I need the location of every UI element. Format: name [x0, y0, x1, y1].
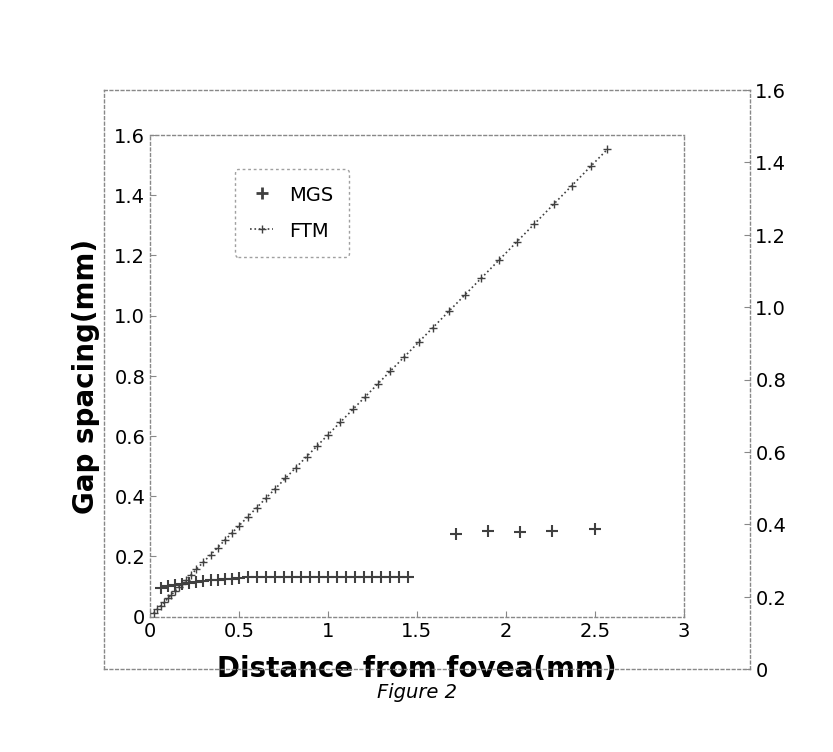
Legend: MGS, FTM: MGS, FTM [204, 129, 318, 217]
MGS [181, 620, 191, 629]
FTM [207, 556, 217, 565]
FTM [360, 400, 370, 409]
FTM [129, 634, 139, 643]
FTM [587, 168, 597, 177]
MGS [190, 620, 200, 629]
FTM [239, 523, 249, 532]
Line: MGS: MGS [112, 616, 421, 641]
MGS [347, 617, 357, 626]
FTM [424, 335, 434, 344]
FTM [564, 193, 574, 202]
FTM [155, 608, 165, 617]
FTM [288, 472, 298, 481]
FTM [276, 486, 286, 495]
MGS [163, 622, 173, 631]
FTM [137, 626, 148, 635]
FTM [633, 123, 643, 132]
FTM [148, 614, 158, 623]
Text: Figure 2: Figure 2 [377, 682, 456, 702]
FTM [375, 385, 385, 394]
MGS [172, 621, 182, 630]
MGS [272, 617, 282, 626]
MGS [314, 617, 324, 626]
MGS [129, 626, 139, 635]
MGS [357, 617, 367, 626]
MGS [401, 617, 411, 626]
FTM [302, 459, 312, 468]
FTM [125, 638, 135, 647]
MGS [282, 617, 292, 626]
MGS [239, 617, 249, 626]
MGS [217, 617, 227, 626]
FTM [217, 544, 227, 553]
FTM [172, 590, 182, 599]
FTM [542, 214, 552, 223]
FTM [133, 629, 143, 638]
FTM [121, 643, 131, 652]
FTM [107, 656, 117, 665]
FTM [652, 103, 662, 112]
FTM [103, 660, 113, 669]
FTM [314, 446, 324, 455]
FTM [480, 278, 490, 287]
FTM [609, 147, 619, 156]
FTM [198, 564, 208, 573]
FTM [117, 647, 127, 656]
FTM [345, 416, 355, 425]
FTM [521, 236, 531, 245]
X-axis label: Distance from fovea(mm): Distance from fovea(mm) [227, 654, 626, 682]
Line: FTM: FTM [104, 103, 661, 669]
MGS [336, 617, 346, 626]
MGS [379, 617, 389, 626]
MGS [207, 618, 217, 627]
MGS [137, 626, 148, 635]
FTM [250, 512, 260, 521]
FTM [500, 258, 510, 267]
MGS [250, 617, 260, 626]
MGS [303, 617, 313, 626]
FTM [461, 298, 471, 307]
MGS [293, 617, 303, 626]
FTM [112, 652, 122, 661]
FTM [228, 534, 238, 543]
FTM [262, 499, 272, 508]
MGS [368, 617, 378, 626]
FTM [163, 599, 173, 608]
MGS [228, 617, 238, 626]
FTM [329, 431, 339, 440]
FTM [441, 317, 451, 326]
MGS [112, 630, 122, 639]
MGS [155, 623, 165, 632]
MGS [147, 624, 157, 633]
MGS [198, 619, 208, 628]
MGS [261, 617, 271, 626]
Y-axis label: Gap spacing(mm): Gap spacing(mm) [72, 242, 100, 517]
FTM [390, 370, 400, 379]
FTM [407, 352, 416, 361]
FTM [142, 621, 152, 630]
FTM [190, 573, 200, 582]
FTM [181, 582, 191, 591]
MGS [412, 617, 421, 626]
MGS [390, 617, 400, 626]
MGS [325, 617, 335, 626]
MGS [121, 629, 131, 638]
